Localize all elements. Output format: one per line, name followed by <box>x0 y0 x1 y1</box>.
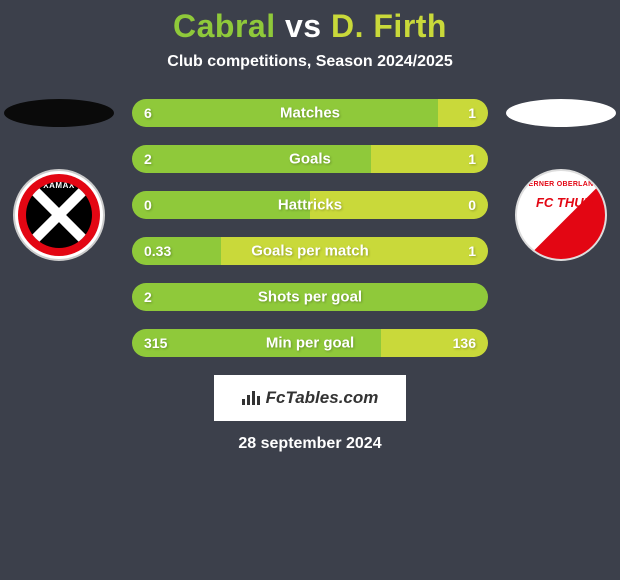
stat-value-left: 0.33 <box>144 243 171 259</box>
stat-row: Goals 2 1 <box>132 145 488 173</box>
vs-text: vs <box>276 8 331 44</box>
right-side: BERNER OBERLAND FC THUN ★ <box>506 99 616 261</box>
stat-value-left: 6 <box>144 105 152 121</box>
player1-name: Cabral <box>173 8 276 44</box>
stat-label: Hattricks <box>278 197 342 214</box>
stat-value-left: 2 <box>144 151 152 167</box>
stat-value-right: 0 <box>468 197 476 213</box>
stat-bar-left <box>132 145 371 173</box>
stat-value-right: 136 <box>453 335 476 351</box>
stat-row: Goals per match 0.33 1 <box>132 237 488 265</box>
comparison-card: Cabral vs D. Firth Club competitions, Se… <box>0 0 620 580</box>
footer-logo: FcTables.com <box>214 375 406 421</box>
stat-value-left: 0 <box>144 197 152 213</box>
stat-row: Shots per goal 2 <box>132 283 488 311</box>
page-title: Cabral vs D. Firth <box>0 8 620 45</box>
bars-icon <box>242 391 260 405</box>
left-side: XAMAX <box>4 99 114 261</box>
stat-value-right: 1 <box>468 151 476 167</box>
thun-top-text: BERNER OBERLAND <box>517 181 605 188</box>
stat-label: Shots per goal <box>258 289 362 306</box>
stats-area: XAMAX Matches 6 1 Goals 2 1 Hattricks 0 0 Goals p… <box>0 99 620 357</box>
stat-label: Min per goal <box>266 335 354 352</box>
stat-row: Matches 6 1 <box>132 99 488 127</box>
player2-name: D. Firth <box>331 8 447 44</box>
stat-value-left: 2 <box>144 289 152 305</box>
stat-row: Hattricks 0 0 <box>132 191 488 219</box>
star-icon: ★ <box>535 216 553 241</box>
footer-date: 28 september 2024 <box>0 435 620 453</box>
footer-logo-text: FcTables.com <box>266 388 379 408</box>
thun-fc-text: FC THUN <box>536 195 593 210</box>
xamax-label: XAMAX <box>26 182 92 190</box>
stat-label: Matches <box>280 105 340 122</box>
stat-row: Min per goal 315 136 <box>132 329 488 357</box>
team-badge-xamax: XAMAX <box>13 169 105 261</box>
right-ellipse <box>506 99 616 127</box>
left-ellipse <box>4 99 114 127</box>
subtitle: Club competitions, Season 2024/2025 <box>0 53 620 71</box>
stat-value-left: 315 <box>144 335 167 351</box>
team-badge-thun: BERNER OBERLAND FC THUN ★ <box>515 169 607 261</box>
stat-bars: Matches 6 1 Goals 2 1 Hattricks 0 0 Goals per mat… <box>132 99 488 357</box>
stat-label: Goals <box>289 151 331 168</box>
stat-bar-right <box>438 99 488 127</box>
stat-value-right: 1 <box>468 243 476 259</box>
stat-label: Goals per match <box>251 243 369 260</box>
stat-value-right: 1 <box>468 105 476 121</box>
